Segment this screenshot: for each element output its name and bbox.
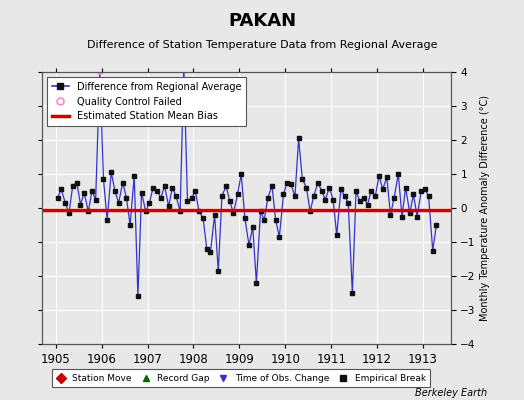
Text: PAKAN: PAKAN: [228, 12, 296, 30]
Text: Berkeley Earth: Berkeley Earth: [415, 388, 487, 398]
Legend: Station Move, Record Gap, Time of Obs. Change, Empirical Break: Station Move, Record Gap, Time of Obs. C…: [52, 370, 430, 388]
Y-axis label: Monthly Temperature Anomaly Difference (°C): Monthly Temperature Anomaly Difference (…: [480, 95, 490, 321]
Text: Difference of Station Temperature Data from Regional Average: Difference of Station Temperature Data f…: [87, 40, 437, 50]
Legend: Difference from Regional Average, Quality Control Failed, Estimated Station Mean: Difference from Regional Average, Qualit…: [47, 77, 246, 126]
